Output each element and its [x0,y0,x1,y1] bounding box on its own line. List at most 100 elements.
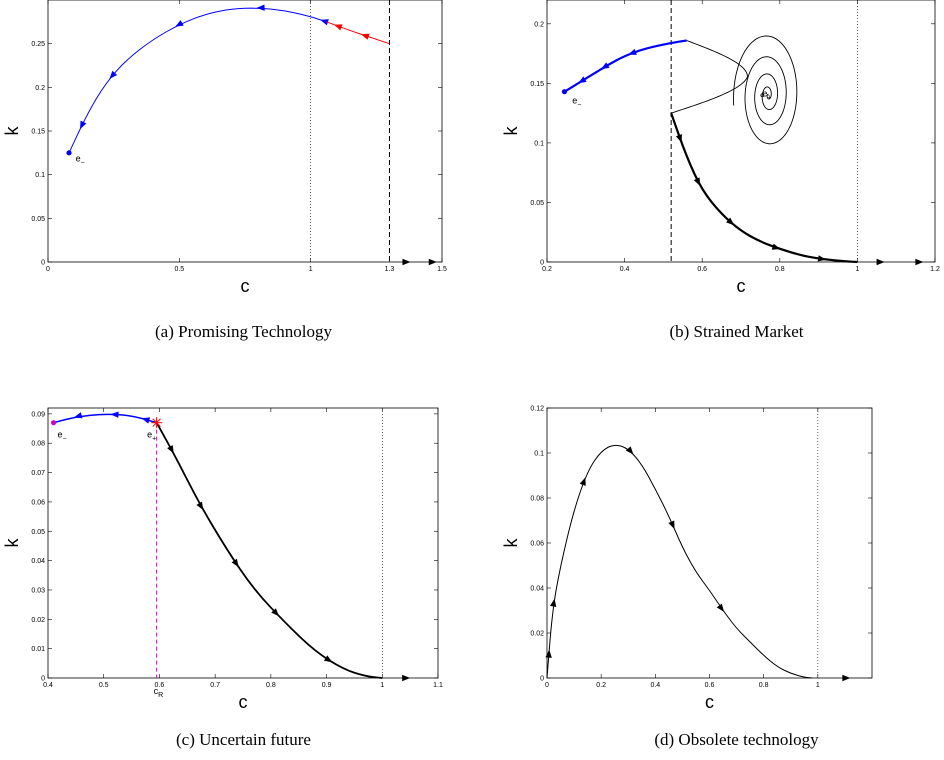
y-tick-label: 0 [41,260,45,267]
y-tick-label: 0 [41,676,45,683]
series-line [155,422,383,679]
x-tick-label: 1 [380,682,384,689]
axis-arrow [428,258,437,266]
series-arrow [716,603,725,612]
plot-frame [47,0,443,263]
y-tick-label: 0.1 [534,140,544,147]
y-axis-label: k [2,538,22,548]
y-tick-label: 0.02 [530,631,544,638]
equilibrium-label: e+ [762,88,771,101]
y-axis-label: k [501,538,521,548]
y-tick-label: 0.03 [31,587,45,594]
equilibrium-label: e+ [147,429,156,442]
x-tick-label: 0.2 [596,682,606,689]
outer-trajectory [671,40,748,114]
series-arrow [231,558,239,568]
series-arrow [817,255,827,262]
y-tick-label: 0.07 [31,470,45,477]
y-tick-label: 0.09 [31,411,45,418]
y-tick-label: 0.25 [31,41,45,48]
x-axis-label: c [239,692,248,712]
equilibrium-label: e− [76,154,85,167]
x-tick-label: 1 [816,682,820,689]
series-arrow [333,24,343,31]
x-tick-label: 0 [545,682,549,689]
spiral-center-point [760,93,765,98]
chart-d: 0 0.2 0.4 0.6 0.8 1 0 0.02 0.04 0.06 0.08 0.1 0.12 c k [501,406,873,712]
x-tick-label: 1 [855,266,859,273]
axis-arrow [402,674,411,682]
x-tick-label: 0.4 [43,682,53,689]
x-tick-label: 1.1 [433,682,443,689]
plot-frame [546,407,873,679]
y-tick-label: 0.02 [31,617,45,624]
series-arrow [545,649,552,658]
equilibrium-label: e− [572,96,581,109]
x-axis-label: c [737,276,746,296]
cR-label: cR [154,686,164,699]
x-axis-label: c [241,276,250,296]
series-arrow [625,446,634,455]
caption-b: (b) Strained Market [669,322,804,341]
y-tick-label: 0.12 [530,406,544,413]
x-tick-label: 0.5 [174,266,184,273]
y-tick-label: 0.04 [31,558,45,565]
x-tick-label: 1 [309,266,313,273]
series-arrow [578,76,587,84]
series-arrow [579,477,586,486]
y-axis-label: k [2,126,22,136]
series-arrow [628,48,637,55]
x-tick-label: 0.8 [759,682,769,689]
plot-frame [47,407,439,679]
series-arrow [693,177,701,187]
series-arrow [320,19,329,26]
y-tick-label: 0.08 [31,441,45,448]
x-tick-label: 1.5 [437,266,447,273]
series-arrow [110,411,119,418]
series-arrow [73,412,83,419]
series-line [68,7,327,154]
series-line [53,413,157,424]
x-tick-label: 0.8 [775,266,785,273]
x-tick-label: 1.3 [385,266,395,273]
y-tick-label: 0.2 [35,85,45,92]
y-tick-label: 0.15 [31,129,45,136]
y-tick-label: 0.01 [31,646,45,653]
plot-frame [546,0,936,263]
series-arrow [196,501,204,511]
axis-arrow [402,258,411,266]
x-tick-label: 0.5 [99,682,109,689]
y-tick-label: 0.06 [530,541,544,548]
x-tick-label: 0.9 [322,682,332,689]
x-tick-label: 0.6 [697,266,707,273]
axis-arrow [842,674,851,682]
series-arrow [80,120,87,130]
x-tick-label: 1.2 [930,266,940,273]
equilibrium-point [66,150,72,156]
spiral-trajectory [733,35,798,145]
series-arrow [141,417,151,424]
series-line [670,112,858,264]
x-tick-label: 0.2 [542,266,552,273]
series-arrow [271,608,280,617]
y-axis-label: k [501,126,521,136]
caption-a: (a) Promising Technology [155,322,332,341]
y-tick-label: 0.1 [534,451,544,458]
y-tick-label: 0.08 [530,496,544,503]
series-arrow [549,598,557,608]
equilibrium-point [561,89,568,95]
equilibrium-label: e− [57,429,66,442]
star-marker [152,418,161,427]
series-arrow [771,243,781,250]
x-tick-label: 0.4 [650,682,660,689]
axis-arrow [915,258,924,266]
x-tick-label: 0.4 [620,266,630,273]
series-arrow [109,70,118,79]
y-tick-label: 0 [540,676,544,683]
y-tick-label: 0.04 [530,586,544,593]
y-tick-label: 0.15 [530,81,544,88]
y-tick-label: 0.06 [31,499,45,506]
series-arrow [323,655,333,663]
axis-arrow [876,258,885,266]
